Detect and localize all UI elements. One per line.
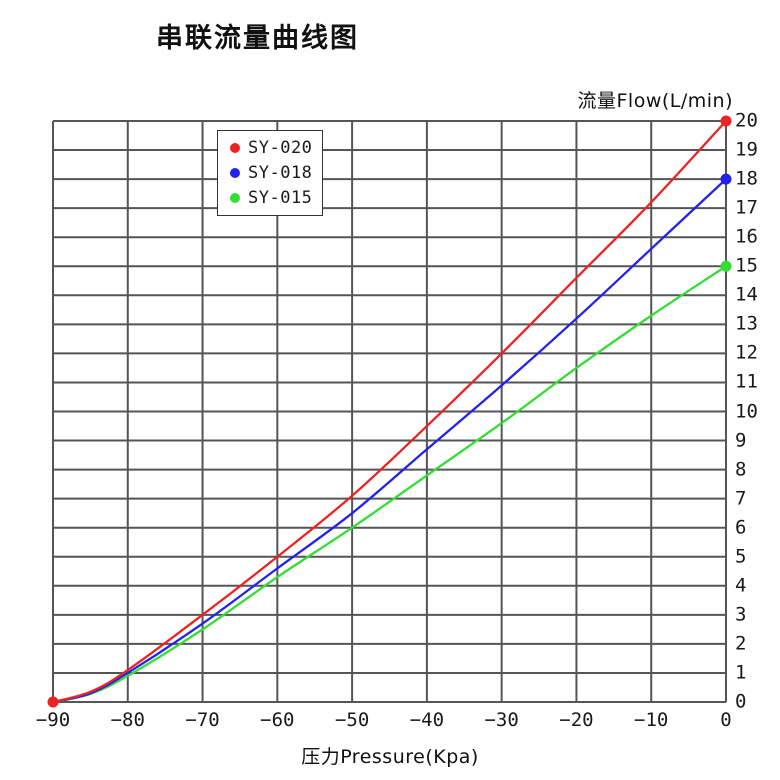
y-tick-label: 5: [735, 545, 747, 568]
y-tick-label: 1: [735, 661, 747, 684]
legend-item-label: SY-020: [248, 137, 313, 158]
x-tick-label: −50: [334, 709, 370, 731]
legend-item: SY-018: [230, 163, 322, 183]
y-tick-label: 6: [735, 516, 747, 539]
y-tick-label: 8: [735, 458, 747, 481]
series-line-sy-015: [52, 265, 727, 704]
y-tick-label: 2: [735, 632, 747, 655]
legend-marker-icon: [230, 142, 240, 153]
y-tick-label: 0: [735, 690, 747, 713]
x-tick-label: −60: [260, 709, 295, 731]
legend-item: SY-020: [230, 138, 322, 158]
y-axis-title: 流量Flow(L/min): [577, 90, 733, 112]
x-tick-label: −40: [409, 709, 445, 731]
y-tick-label: 12: [735, 341, 758, 364]
x-tick-label: −10: [634, 709, 669, 731]
series-line-sy-018: [52, 178, 727, 704]
data-point-marker: [720, 173, 732, 185]
data-point-marker: [720, 115, 732, 127]
y-tick-label: 14: [735, 283, 758, 306]
y-tick-label: 13: [735, 312, 758, 335]
x-tick-label: −90: [35, 709, 71, 731]
legend-marker-icon: [230, 167, 240, 178]
legend: SY-020 SY-018 SY-015: [217, 130, 323, 216]
legend-item-label: SY-015: [248, 188, 313, 209]
x-tick-label: 0: [720, 709, 732, 731]
y-tick-label: 17: [735, 196, 758, 219]
page-title: 串联流量曲线图: [156, 23, 359, 54]
legend-item: SY-015: [230, 188, 322, 208]
x-tick-label: −80: [110, 709, 145, 731]
y-tick-label: 15: [735, 254, 758, 277]
y-tick-label: 20: [735, 109, 758, 132]
x-tick-label: −30: [484, 709, 519, 731]
x-tick-label: −20: [559, 709, 594, 731]
legend-item-label: SY-018: [248, 162, 313, 183]
y-tick-label: 7: [735, 487, 747, 510]
y-tick-label: 19: [735, 138, 758, 161]
y-tick-label: 9: [735, 429, 747, 452]
legend-marker-icon: [230, 193, 240, 204]
y-tick-label: 16: [735, 225, 758, 248]
x-tick-label: −70: [185, 709, 220, 731]
data-point-marker: [720, 260, 732, 272]
y-tick-label: 3: [735, 603, 747, 626]
data-point-marker: [47, 696, 59, 708]
y-tick-label: 18: [735, 167, 758, 190]
y-tick-label: 10: [735, 400, 758, 423]
series-line-sy-020: [52, 120, 727, 704]
y-tick-label: 4: [735, 574, 747, 597]
x-axis-title: 压力Pressure(Kpa): [301, 746, 479, 768]
y-tick-label: 11: [735, 370, 758, 393]
